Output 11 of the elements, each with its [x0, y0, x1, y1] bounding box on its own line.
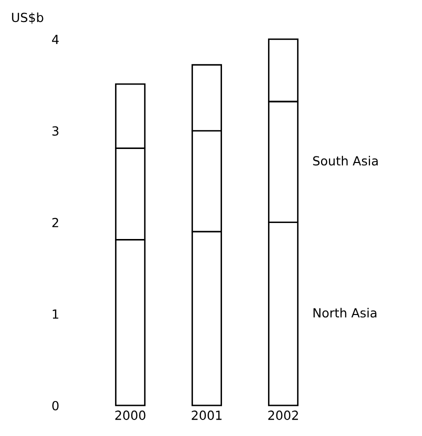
x-tick-label: 2000 [115, 410, 146, 420]
y-tick-label: 2 [52, 218, 58, 228]
series-label: South Asia [313, 156, 378, 166]
y-tick-label: 4 [52, 34, 59, 44]
y-tick-label: 3 [52, 126, 58, 136]
x-tick-label: 2001 [192, 410, 222, 420]
series-label: North Asia [314, 308, 376, 318]
y-tick-label: 0 [52, 400, 59, 410]
x-tick-label: 2002 [268, 410, 298, 420]
y-tick-label: 1 [52, 310, 58, 319]
y-axis-title: US$b [12, 12, 44, 24]
